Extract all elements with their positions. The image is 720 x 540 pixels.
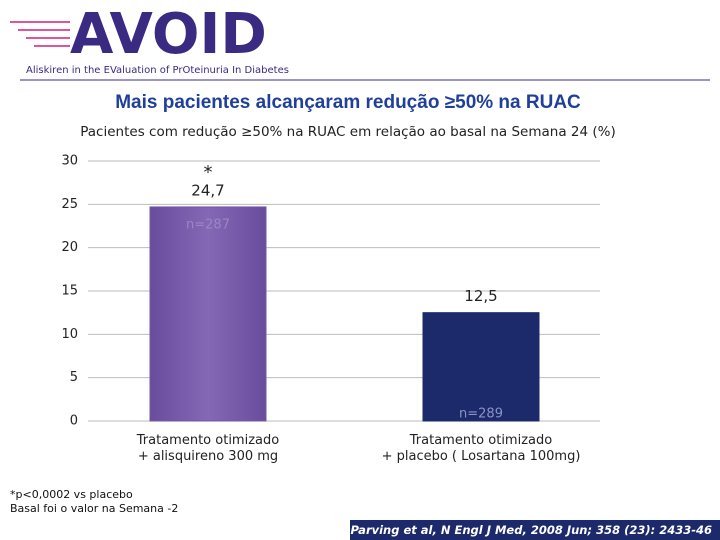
footnote: Basal foi o valor na Semana -2 [10,502,179,515]
value-label: 12,5 [464,287,497,305]
y-tick-label: 5 [70,370,78,385]
x-tick-label: Tratamento otimizado + placebo ( Losarta… [381,433,581,464]
citation: Parving et al, N Engl J Med, 2008 Jun; 3… [350,520,720,540]
value-label: 24,7 [191,181,224,199]
y-tick-label: 15 [61,284,78,299]
x-tick-label: Tratamento otimizado + alisquireno 300 m… [136,433,280,464]
tagline: Aliskiren in the EValuation of PrOteinur… [26,65,289,76]
y-tick-label: 25 [61,197,78,212]
chart-title: Mais pacientes alcançaram redução ≥50% n… [115,92,581,113]
significance: * [204,162,213,183]
chart-subtitle: Pacientes com redução ≥50% na RUAC em re… [80,124,616,140]
footnote: *p<0,0002 vs placebo [10,488,133,501]
y-tick-label: 20 [61,240,78,255]
y-tick-label: 0 [70,414,78,429]
sample-size: n=287 [186,217,230,232]
bar [149,206,267,422]
bar [422,312,540,422]
y-tick-label: 30 [61,154,78,169]
sample-size: n=289 [459,407,503,422]
logo-stripes [10,21,70,47]
logo: AVOID [70,2,267,67]
y-tick-label: 10 [61,327,78,342]
